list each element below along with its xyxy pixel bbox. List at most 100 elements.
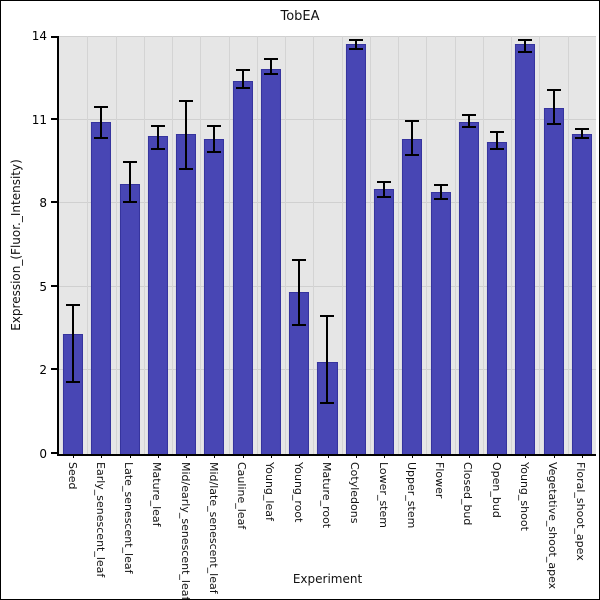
- error-stem: [185, 100, 188, 170]
- error-bar: [94, 105, 109, 140]
- x-gridline: [256, 36, 258, 454]
- chart-title: TobEA: [280, 9, 320, 24]
- x-tick-mark: [355, 454, 357, 458]
- x-tick-label: Young_root: [291, 462, 305, 523]
- error-bar: [122, 161, 137, 204]
- error-stem: [552, 88, 555, 126]
- bar: [260, 69, 281, 454]
- error-stem: [354, 38, 357, 50]
- error-bar: [461, 114, 476, 128]
- x-tick-mark: [581, 454, 583, 458]
- error-bar: [348, 38, 363, 50]
- bar-slot: [172, 36, 200, 454]
- error-bar: [235, 69, 250, 89]
- error-stem: [524, 38, 527, 53]
- x-gridline: [143, 36, 145, 454]
- x-tick-label: Mature_leaf: [150, 462, 164, 527]
- x-tick-mark: [384, 454, 386, 458]
- x-tick-label: Lower_stem: [376, 462, 390, 528]
- x-tick-label: Early_senescent_leaf: [93, 462, 107, 578]
- error-cap-bottom: [377, 195, 392, 198]
- y-gridline: [59, 36, 596, 37]
- plot-area: [57, 36, 596, 456]
- error-cap-bottom: [461, 125, 476, 128]
- error-cap-bottom: [292, 323, 307, 326]
- x-tick-label: Seed: [65, 462, 79, 490]
- bar: [232, 80, 253, 454]
- error-cap-bottom: [320, 401, 335, 404]
- error-cap-bottom: [179, 167, 194, 170]
- error-bar: [490, 130, 505, 151]
- x-tick-mark: [214, 454, 216, 458]
- x-gridline: [228, 36, 230, 454]
- error-bar: [320, 314, 335, 404]
- y-axis-ticks: 0 2 5 8 11 14: [1, 29, 57, 461]
- bar: [91, 122, 112, 454]
- x-gridline: [511, 36, 513, 454]
- x-tick-mark: [129, 454, 131, 458]
- bar: [458, 122, 479, 454]
- error-stem: [269, 58, 272, 76]
- x-gridline: [369, 36, 371, 454]
- error-stem: [580, 127, 583, 140]
- error-cap-bottom: [348, 47, 363, 50]
- error-stem: [383, 180, 386, 198]
- bar-slot: [426, 36, 454, 454]
- x-tick-mark: [157, 454, 159, 458]
- bar-slot: [116, 36, 144, 454]
- error-stem: [326, 314, 329, 404]
- y-tick-mark: [51, 368, 57, 371]
- bar-slot: [398, 36, 426, 454]
- x-gridline: [482, 36, 484, 454]
- error-cap-bottom: [433, 198, 448, 201]
- x-tick-mark: [73, 454, 75, 458]
- x-gridline: [426, 36, 428, 454]
- error-bar: [179, 100, 194, 170]
- x-tick-mark: [553, 454, 555, 458]
- x-tick-mark: [101, 454, 103, 458]
- x-tick-mark: [440, 454, 442, 458]
- x-gridline: [539, 36, 541, 454]
- bar-slot: [87, 36, 115, 454]
- bar: [119, 183, 140, 454]
- error-stem: [72, 303, 75, 383]
- x-tick-label: Upper_stem: [404, 462, 418, 529]
- error-cap-bottom: [574, 137, 589, 140]
- x-gridline: [567, 36, 569, 454]
- bar: [147, 136, 168, 454]
- error-bar: [518, 38, 533, 53]
- x-axis-title: Experiment: [292, 572, 363, 586]
- x-gridline: [454, 36, 456, 454]
- y-tick-label: 2: [39, 363, 47, 378]
- x-gridline: [87, 36, 89, 454]
- x-gridline: [313, 36, 315, 454]
- x-tick-label: Cauline_leaf: [235, 462, 249, 530]
- error-stem: [496, 130, 499, 151]
- x-tick-mark: [327, 454, 329, 458]
- error-cap-bottom: [207, 151, 222, 154]
- bar-slot: [370, 36, 398, 454]
- error-cap-bottom: [263, 73, 278, 76]
- x-tick-mark: [242, 454, 244, 458]
- y-tick-mark: [51, 117, 57, 120]
- x-gridline: [398, 36, 400, 454]
- error-bar: [207, 125, 222, 154]
- bar-slot: [568, 36, 596, 454]
- error-cap-bottom: [405, 153, 420, 156]
- error-cap-bottom: [94, 137, 109, 140]
- bar: [571, 133, 592, 454]
- x-tick-mark: [468, 454, 470, 458]
- bar-slot: [539, 36, 567, 454]
- x-tick-mark: [270, 454, 272, 458]
- y-tick-mark: [51, 452, 57, 454]
- error-bar: [377, 180, 392, 198]
- bar-slot: [342, 36, 370, 454]
- error-cap-bottom: [490, 148, 505, 151]
- x-tick-label: Flower: [433, 462, 447, 499]
- y-tick-label: 11: [31, 112, 47, 127]
- y-tick-mark: [51, 201, 57, 204]
- bar-slot: [229, 36, 257, 454]
- bar-slot: [313, 36, 341, 454]
- error-bar: [574, 127, 589, 140]
